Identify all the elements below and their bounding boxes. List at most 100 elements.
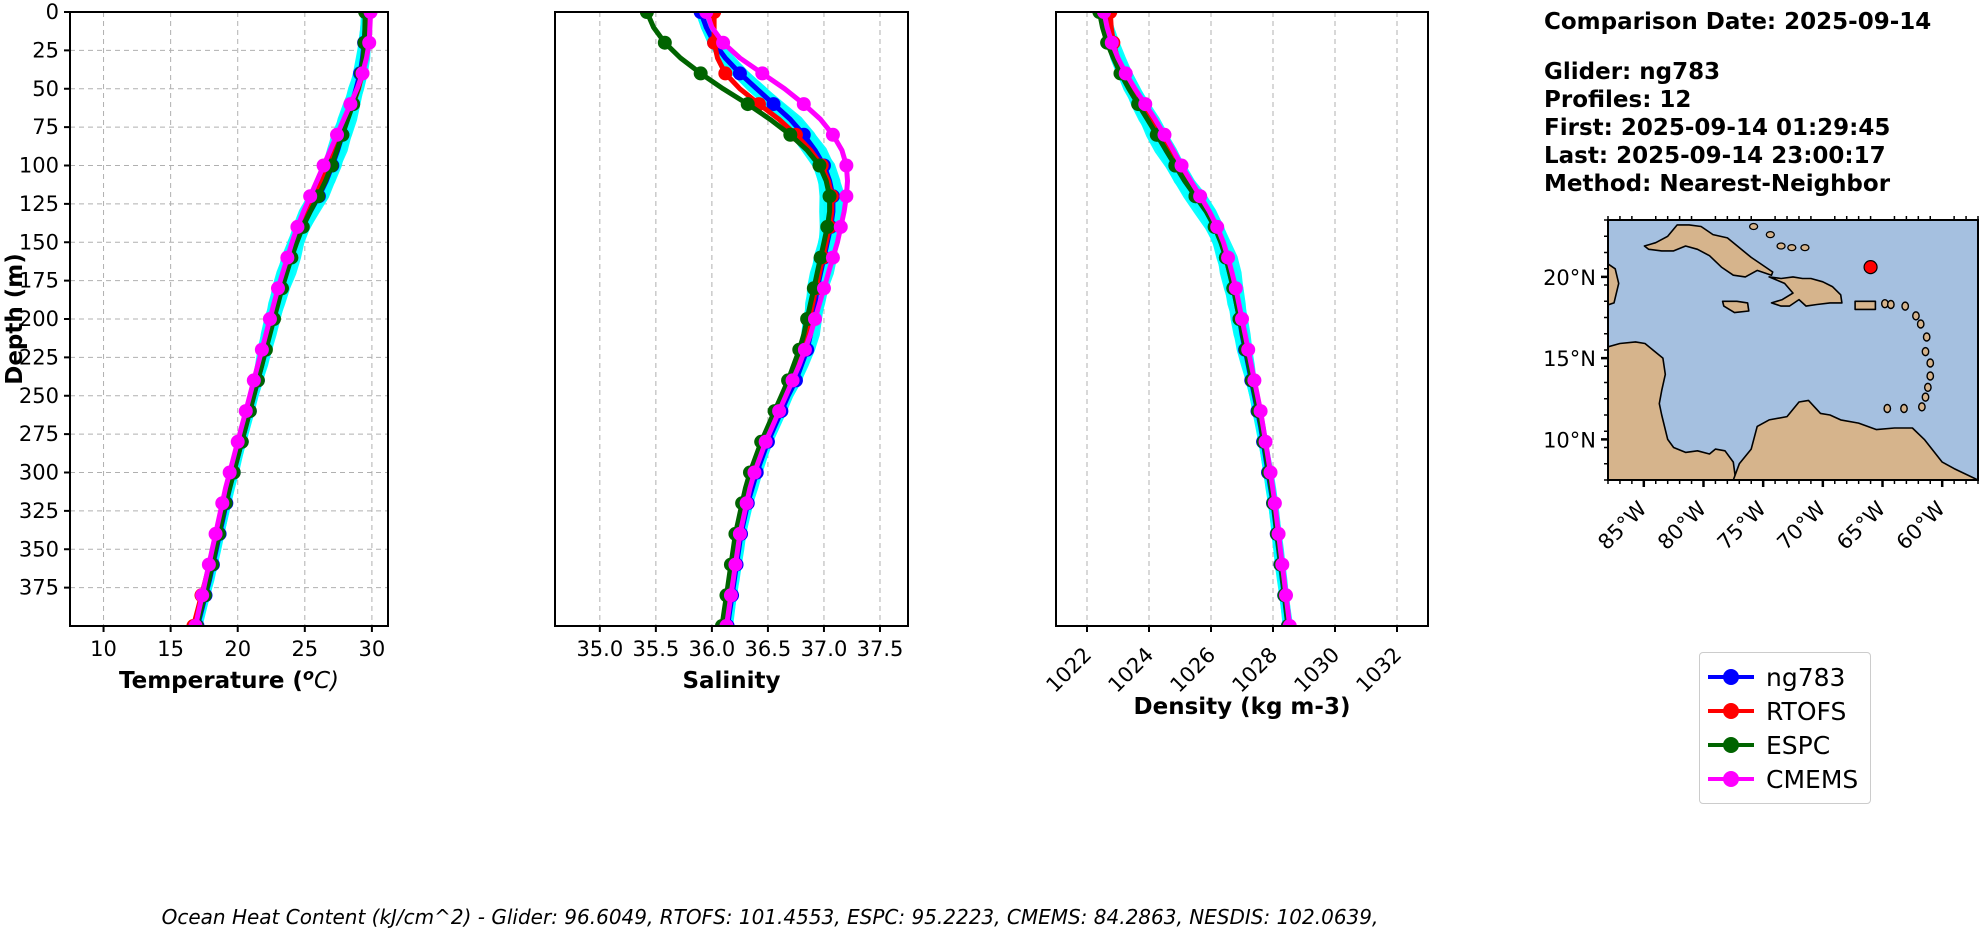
y-tick-label: 125	[19, 192, 59, 216]
data-point	[813, 250, 828, 265]
y-tick-label: 25	[32, 38, 59, 62]
data-point	[739, 496, 754, 511]
data-point	[362, 35, 377, 50]
profile-plot-svg: 35.0 35.5 36.0 36.5 37.0 37.5 Salinity	[520, 0, 1020, 760]
map-lat-label: 20°N	[1543, 266, 1596, 290]
y-tick-label: 150	[19, 230, 59, 254]
data-point	[1174, 158, 1189, 173]
map-lon-label: 80°W	[1653, 496, 1711, 554]
data-point	[1267, 496, 1282, 511]
data-point	[718, 66, 733, 81]
data-point	[1118, 66, 1133, 81]
map-lon-label: 60°W	[1892, 496, 1950, 554]
data-point	[270, 281, 285, 296]
data-point	[208, 526, 223, 541]
x-tick-label: 25	[291, 637, 318, 661]
data-point	[693, 66, 708, 81]
y-tick-label: 350	[19, 537, 59, 561]
map-lon-label: 65°W	[1832, 496, 1890, 554]
data-point	[820, 219, 835, 234]
info-last-time: Last: 2025-09-14 23:00:17	[1544, 143, 1886, 169]
y-tick-label: 100	[19, 154, 59, 178]
x-axis: 35.0 35.5 36.0 36.5 37.0 37.5	[576, 626, 903, 661]
grid-lines	[1086, 12, 1398, 626]
data-point	[195, 588, 210, 603]
data-point	[728, 557, 743, 572]
data-point	[1235, 312, 1249, 326]
series-cmems	[699, 5, 854, 633]
legend-item[interactable]: ng783	[1708, 660, 1858, 694]
x-tick-label: 36.5	[745, 637, 792, 661]
data-point	[201, 557, 216, 572]
x-tick-label: 30	[359, 637, 386, 661]
location-map-panel: 10°N 15°N 20°N 85°W 80°W 75°W 70°W 65°W 60°W	[1540, 150, 1983, 610]
glider-location-marker[interactable]	[1863, 260, 1878, 275]
series-cmems	[188, 5, 378, 633]
y-axis: 0 25 50 75 100 125 150 175 200 225 250 275 300 325 350…	[19, 0, 70, 600]
legend-item[interactable]: CMEMS	[1708, 762, 1858, 796]
data-point	[732, 526, 747, 541]
y-tick-label: 50	[32, 77, 59, 101]
y-tick-label: 0	[46, 0, 59, 24]
x-axis-label: Density (kg m-3)	[1134, 694, 1351, 720]
data-point	[1138, 97, 1153, 112]
data-point	[330, 127, 345, 142]
data-point	[1275, 557, 1290, 572]
legend-item[interactable]: ESPC	[1708, 728, 1858, 762]
data-point	[254, 342, 269, 357]
data-point	[262, 312, 277, 326]
y-tick-label: 375	[19, 576, 59, 600]
data-point	[657, 35, 672, 50]
y-tick-label: 325	[19, 499, 59, 523]
data-point	[716, 35, 731, 50]
x-tick-label: 10	[90, 637, 117, 661]
profile-plot-svg: 10 15 20 25 30025507510012515017520022525027…	[0, 0, 520, 760]
comparison-info-block: Comparison Date: 2025-09-14 Glider: ng78…	[1544, 8, 1931, 198]
data-point	[1253, 404, 1268, 419]
x-tick-label: 35.5	[632, 637, 679, 661]
data-point	[758, 434, 773, 449]
data-point	[1241, 342, 1256, 357]
legend-swatch-cmems	[1708, 771, 1754, 787]
data-point	[1279, 588, 1294, 603]
legend-swatch-espc	[1708, 737, 1754, 753]
info-first-time: First: 2025-09-14 01:29:45	[1544, 115, 1891, 141]
data-point	[839, 158, 854, 173]
series-ng783	[1098, 5, 1295, 633]
data-point	[785, 373, 800, 388]
map-lon-label: 75°W	[1713, 496, 1771, 554]
data-point	[246, 373, 261, 388]
data-point	[747, 465, 762, 480]
axes-frame	[520, 0, 1020, 760]
data-point	[1263, 465, 1278, 480]
ocean-heat-content-caption: Ocean Heat Content (kJ/cm^2) - Glider: 9…	[161, 905, 1379, 929]
series-espc	[1092, 5, 1296, 633]
axes-frame	[1020, 0, 1540, 790]
map-lon-label: 70°W	[1772, 496, 1830, 554]
data-point	[822, 189, 837, 204]
info-comparison-date: Comparison Date: 2025-09-14	[1544, 9, 1932, 35]
data-point	[783, 127, 798, 142]
info-method: Method: Nearest-Neighbor	[1544, 171, 1891, 197]
y-tick-label: 200	[19, 307, 59, 331]
data-point	[1104, 35, 1119, 50]
x-axis-label: Salinity	[682, 668, 780, 694]
data-point	[303, 189, 318, 204]
density-profile-panel: 1022 1024 1026 1028 1030 1032 Density (kg m-3)	[1020, 0, 1540, 790]
data-point	[1193, 189, 1208, 204]
data-point	[355, 66, 370, 81]
data-point	[316, 158, 331, 173]
data-point	[755, 66, 770, 81]
landmasses	[1608, 220, 1978, 480]
x-tick-label: 37.5	[857, 637, 904, 661]
data-point	[797, 342, 812, 357]
series-cmems	[1097, 5, 1297, 633]
salinity-profile-panel: 35.0 35.5 36.0 36.5 37.0 37.5 Salinity	[520, 0, 1020, 760]
legend-item[interactable]: RTOFS	[1708, 694, 1858, 728]
x-tick-label: 35.0	[576, 637, 623, 661]
data-point	[825, 127, 840, 142]
grid-lines	[70, 12, 388, 626]
y-tick-label: 225	[19, 345, 59, 369]
map-lat-label: 15°N	[1543, 347, 1596, 371]
